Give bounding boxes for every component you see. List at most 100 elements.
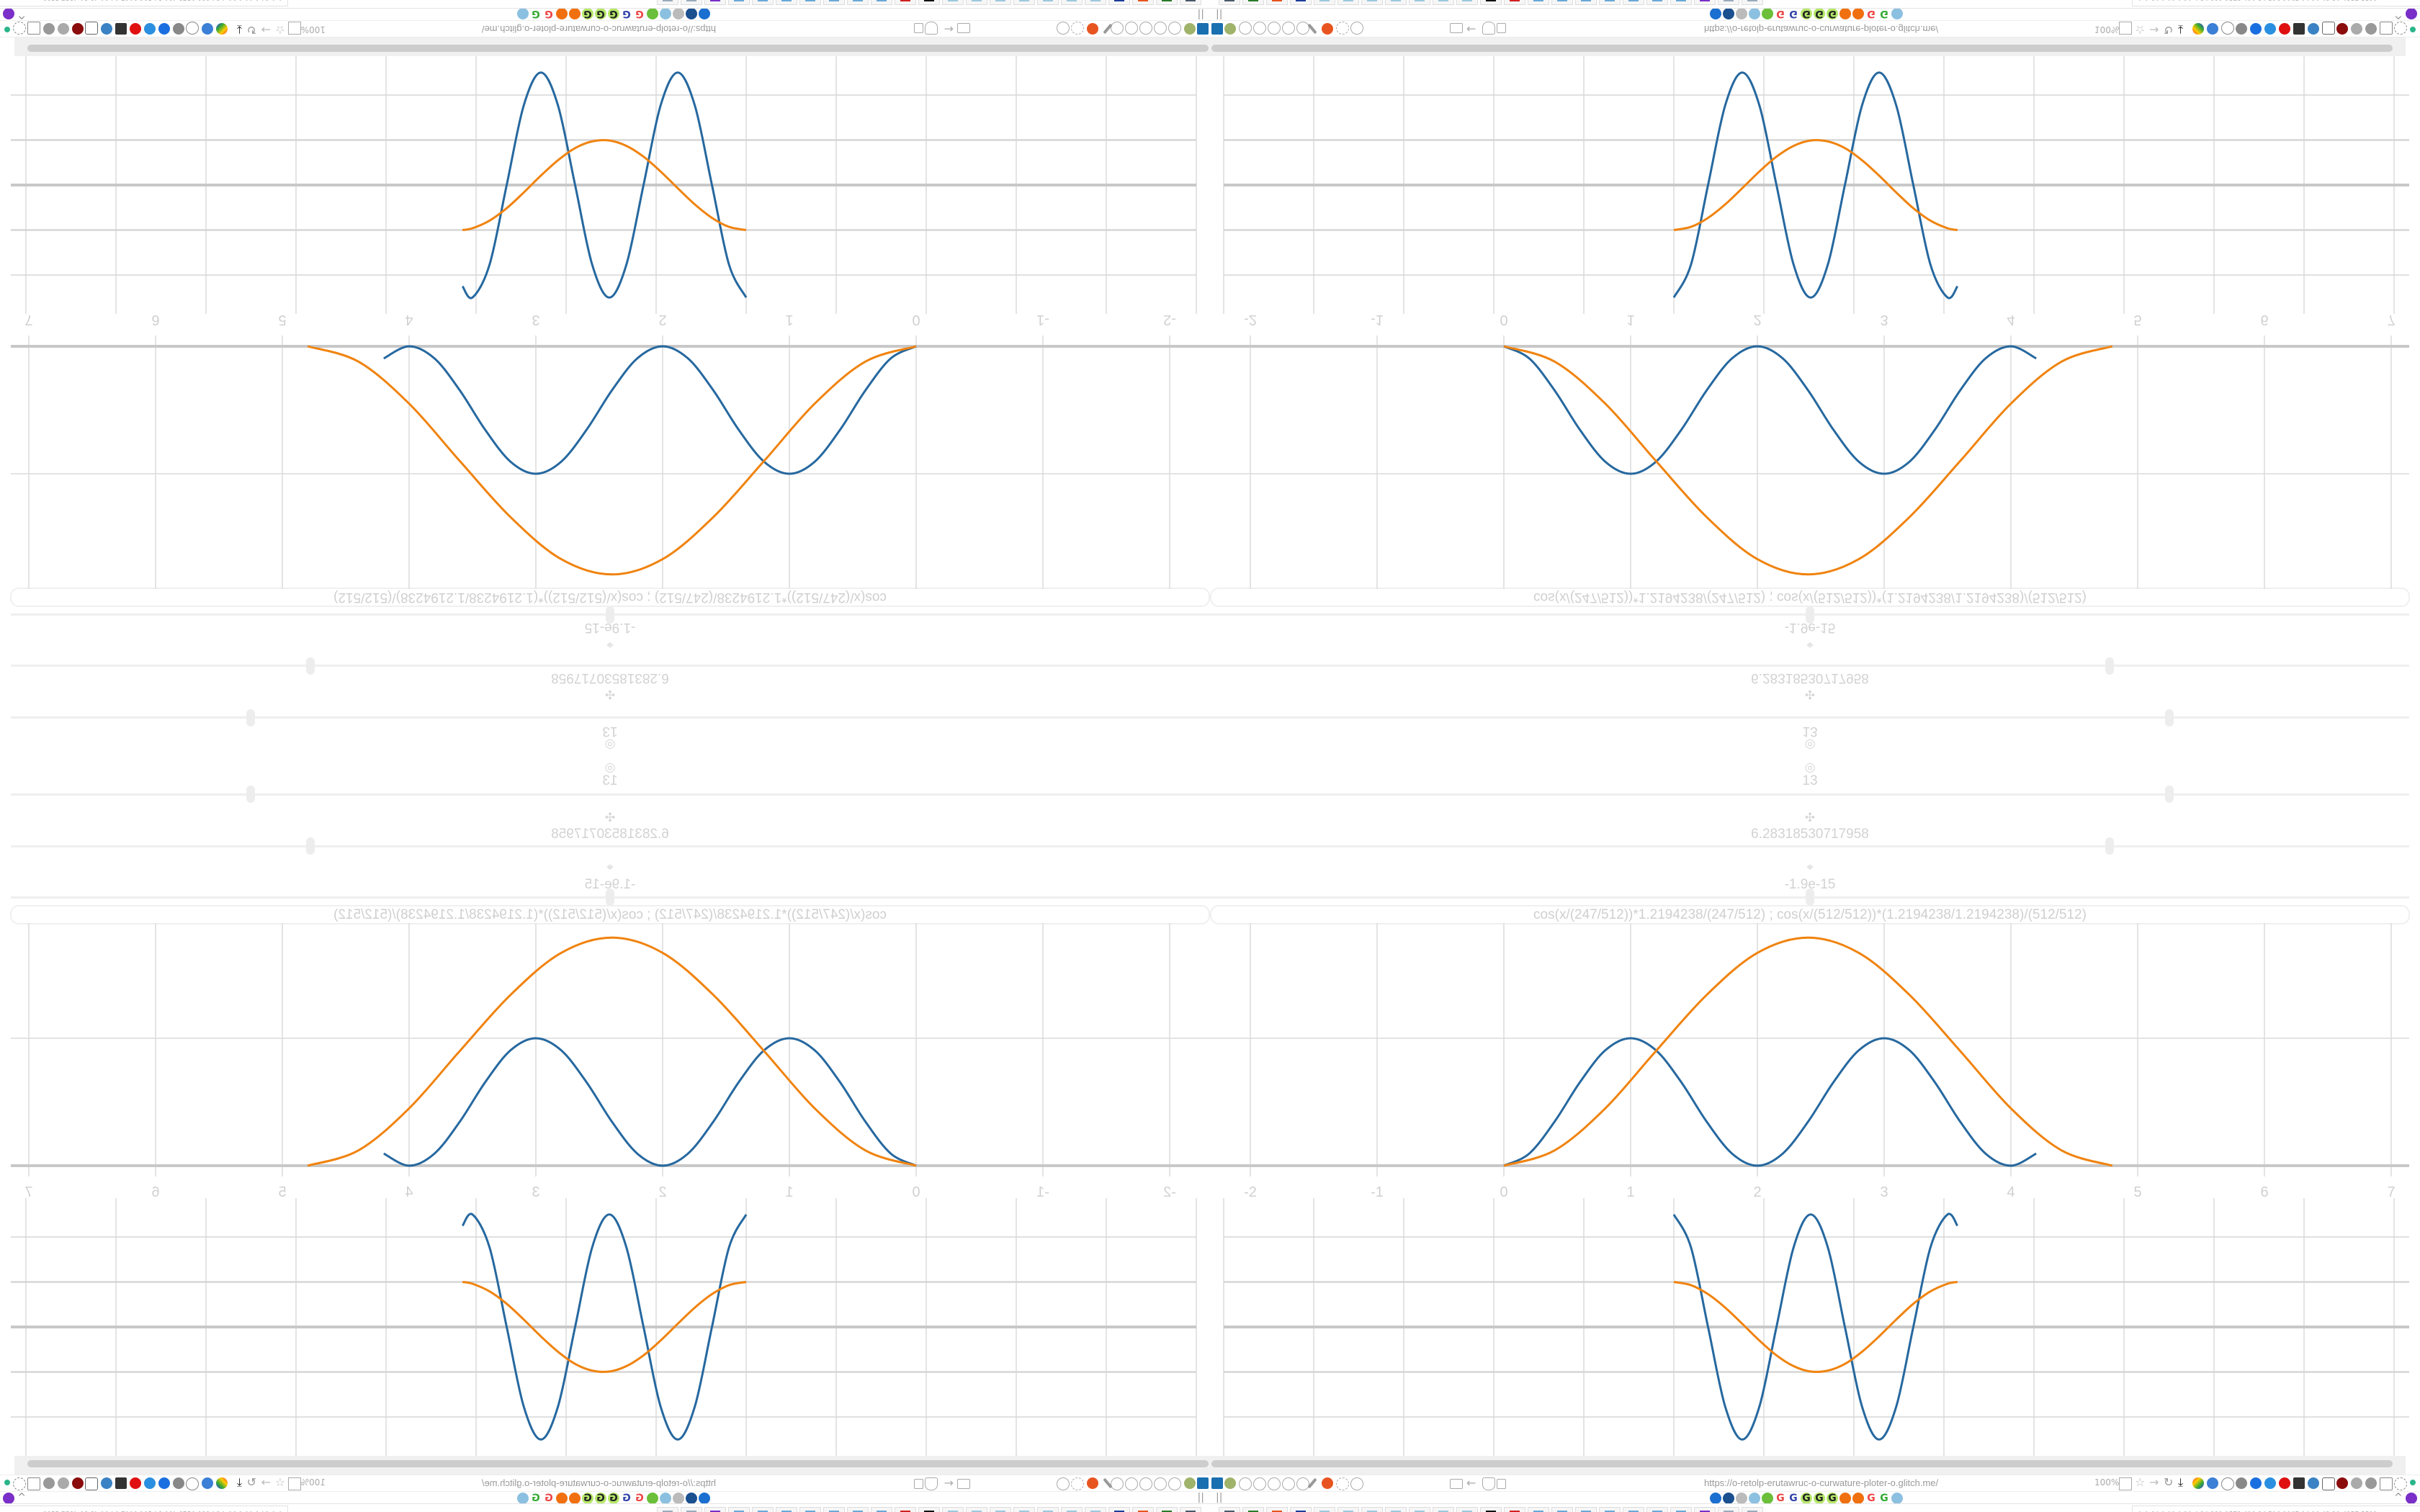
taskbar-app[interactable] [1456, 0, 1478, 5]
bookmark-icon[interactable] [517, 8, 529, 19]
color-picker-icon[interactable] [216, 23, 228, 35]
taskbar-app[interactable] [799, 1507, 821, 1512]
ublock-icon[interactable] [2336, 23, 2348, 35]
bookmark-icon[interactable] [556, 1493, 568, 1504]
bookmark-icon[interactable] [1891, 8, 1903, 19]
star-icon[interactable]: ☆ [2135, 23, 2146, 37]
google-bookmark-icon[interactable]: G [1878, 8, 1890, 19]
url-field[interactable]: https://o-retolp-erutawruc-o-curwature-p… [481, 24, 716, 35]
gear-ext-icon[interactable] [173, 1477, 184, 1489]
puzzle-icon[interactable] [2380, 22, 2393, 35]
slider-thumb[interactable] [2165, 709, 2174, 726]
taskbar-app[interactable] [1132, 1507, 1154, 1512]
google-bookmark-icon[interactable]: G [1814, 8, 1825, 19]
globe-icon[interactable] [1296, 22, 1309, 35]
taskbar-app[interactable] [1718, 0, 1739, 5]
star-icon[interactable]: ☆ [274, 1475, 285, 1489]
google-bookmark-icon[interactable]: G [1775, 8, 1786, 19]
taskbar-app[interactable] [1108, 0, 1130, 5]
taskbar-app[interactable] [728, 1507, 750, 1512]
bookmark-icon[interactable] [1749, 8, 1760, 19]
bookmark-icon[interactable] [686, 8, 697, 19]
taskbar-app[interactable] [752, 1507, 774, 1512]
bookmark-icon[interactable] [673, 1493, 684, 1504]
mouse-icon[interactable] [186, 1477, 199, 1490]
taskbar-app[interactable] [1742, 1507, 1763, 1512]
gear-ext-icon[interactable] [2236, 1477, 2247, 1489]
color-picker-icon[interactable] [2192, 1477, 2204, 1489]
bookmark-icon[interactable] [569, 8, 581, 19]
settings-icon[interactable] [13, 22, 26, 35]
filter-icon[interactable] [1197, 23, 1209, 35]
record-icon[interactable] [130, 23, 141, 35]
globe-ext-icon[interactable] [2365, 23, 2377, 35]
slider-thumb[interactable] [1805, 606, 1814, 624]
globe-icon[interactable] [1057, 1477, 1070, 1490]
slider-thumb[interactable] [1805, 888, 1814, 906]
taskbar-app[interactable] [942, 1507, 964, 1512]
zoom-level[interactable]: 100% [300, 24, 326, 35]
taskbar-app[interactable] [1156, 1507, 1178, 1512]
taskbar-app[interactable] [1433, 1507, 1454, 1512]
bookmark-icon[interactable] [686, 1493, 697, 1504]
taskbar-app[interactable] [1242, 0, 1264, 5]
taskbar-app[interactable] [1219, 0, 1240, 5]
reload-icon[interactable]: ↻ [246, 1475, 256, 1489]
tor-icon[interactable] [3, 8, 14, 19]
taskbar-app[interactable] [1337, 0, 1359, 5]
translate-icon[interactable] [2119, 22, 2132, 35]
record-icon[interactable] [2279, 1477, 2290, 1489]
google-bookmark-icon[interactable]: G [595, 1493, 606, 1504]
upload-icon[interactable] [2264, 23, 2276, 35]
google-bookmark-icon[interactable]: G [1878, 1493, 1890, 1504]
google-bookmark-icon[interactable]: G [621, 8, 632, 19]
taskbar-app[interactable] [1314, 1507, 1335, 1512]
forward-icon[interactable]: → [261, 1475, 271, 1489]
download-icon[interactable]: ⤓ [236, 1475, 242, 1489]
headphones-icon[interactable] [1125, 22, 1138, 35]
taskbar-app[interactable] [1290, 1507, 1312, 1512]
globe-ext-icon[interactable] [43, 1477, 55, 1489]
star-icon[interactable]: ☆ [2135, 1475, 2146, 1489]
puzzle-icon[interactable] [27, 1477, 40, 1490]
back-arrow-icon[interactable]: ← [944, 1476, 954, 1490]
slider-thumb[interactable] [2165, 786, 2174, 803]
globe-icon[interactable] [1168, 1477, 1181, 1490]
google-bookmark-icon[interactable]: G [1801, 8, 1812, 19]
taskbar-app[interactable] [1061, 0, 1083, 5]
taskbar-app[interactable] [1337, 1507, 1359, 1512]
zoom-level[interactable]: 100% [2094, 1477, 2120, 1488]
taskbar-app[interactable] [1085, 1507, 1106, 1512]
taskbar-app[interactable] [823, 1507, 845, 1512]
slider-track[interactable] [11, 657, 1210, 675]
folder-icon[interactable] [957, 1479, 970, 1489]
globe-icon[interactable] [1253, 22, 1266, 35]
filter-icon[interactable] [1211, 23, 1223, 35]
bookmark-icon[interactable] [569, 1493, 581, 1504]
slider-thumb[interactable] [606, 606, 615, 624]
back-arrow-icon[interactable]: ← [1466, 1476, 1476, 1490]
taskbar-app[interactable] [1599, 1507, 1621, 1512]
horizontal-scrollbar[interactable] [14, 37, 1210, 56]
slider-thumb[interactable] [306, 837, 315, 855]
extension-icon[interactable] [1184, 1477, 1196, 1489]
slider-track[interactable] [11, 837, 1210, 855]
taskbar-app[interactable] [1013, 1507, 1035, 1512]
google-bookmark-icon[interactable]: G [621, 1493, 632, 1504]
taskbar-app[interactable] [728, 0, 750, 5]
bookmark-icon[interactable] [556, 8, 568, 19]
bookmark-icon[interactable] [1762, 1493, 1773, 1504]
reload-icon[interactable]: ↻ [2164, 1475, 2174, 1489]
google-bookmark-icon[interactable]: G [608, 1493, 619, 1504]
google-bookmark-icon[interactable]: G [1827, 8, 1838, 19]
google-bookmark-icon[interactable]: G [582, 8, 593, 19]
taskbar-app[interactable] [1456, 1507, 1478, 1512]
translate-ext-icon[interactable] [202, 1477, 213, 1489]
forward-icon[interactable]: → [2149, 23, 2159, 37]
taskbar-app[interactable] [1623, 1507, 1644, 1512]
download-icon[interactable]: ⤓ [2178, 23, 2184, 37]
globe-icon[interactable] [1057, 22, 1070, 35]
taskbar-app[interactable] [1037, 0, 1059, 5]
taskbar-app[interactable] [1314, 0, 1335, 5]
record-icon[interactable] [2279, 23, 2290, 35]
